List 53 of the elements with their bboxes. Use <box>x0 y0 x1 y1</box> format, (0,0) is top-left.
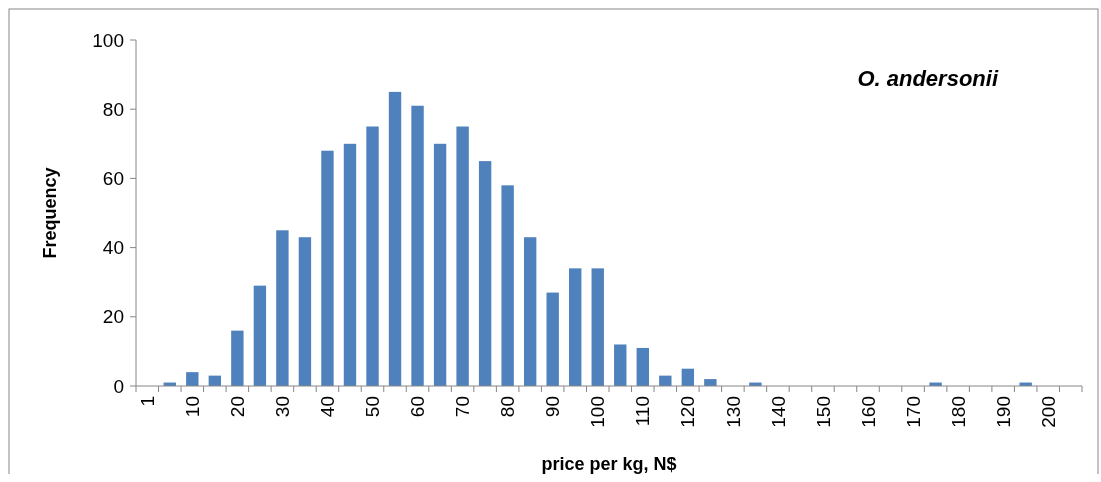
y-tick-label: 40 <box>102 237 124 259</box>
x-tick-label: 170 <box>902 396 924 428</box>
x-tick-label: 70 <box>452 396 474 418</box>
bar <box>433 143 447 386</box>
x-tick-label: 130 <box>722 396 744 428</box>
y-tick-label: 20 <box>102 306 124 328</box>
x-tick-label: 200 <box>1037 396 1059 428</box>
bar <box>231 330 244 386</box>
x-tick-label: 50 <box>362 396 384 418</box>
x-tick-label: 100 <box>587 396 609 428</box>
bar <box>411 105 424 386</box>
x-axis-title: price per kg, N$ <box>541 454 677 474</box>
bar <box>478 161 492 386</box>
bar <box>456 126 469 386</box>
x-tick-label: 10 <box>181 396 203 418</box>
x-tick-label: 1 <box>136 396 158 407</box>
x-tick-label: 150 <box>812 396 834 428</box>
bar <box>591 268 604 386</box>
x-tick-label: 120 <box>677 396 699 428</box>
bar <box>343 143 357 386</box>
bar <box>614 344 627 386</box>
bar <box>681 368 695 386</box>
bar <box>321 150 334 386</box>
bar <box>704 379 717 386</box>
bar <box>546 292 559 386</box>
y-tick-label: 100 <box>92 29 124 51</box>
x-tick-label: 60 <box>407 396 429 418</box>
bar <box>523 237 537 386</box>
bar <box>636 347 649 386</box>
bar <box>501 185 514 386</box>
x-tick-label: 180 <box>947 396 969 428</box>
bar <box>298 237 312 386</box>
bar <box>366 126 379 386</box>
x-tick-label: 140 <box>767 396 789 428</box>
y-tick-label: 60 <box>102 168 124 190</box>
x-tick-label: 90 <box>542 396 564 418</box>
x-tick-label: 40 <box>317 396 339 418</box>
y-tick-label: 0 <box>113 375 124 397</box>
x-tick-label: 160 <box>857 396 879 428</box>
annotation: O. andersonii <box>857 66 999 91</box>
y-tick-label: 80 <box>102 98 124 120</box>
bar <box>276 230 289 386</box>
x-tick-label: 110 <box>632 396 654 427</box>
bar <box>253 285 267 386</box>
bar <box>659 375 672 386</box>
x-tick-label: 80 <box>497 396 519 418</box>
x-tick-label: 190 <box>992 396 1014 428</box>
bar <box>388 91 402 386</box>
x-tick-label: 30 <box>272 396 294 418</box>
bar <box>186 372 199 386</box>
x-tick-label: 20 <box>227 396 249 418</box>
y-axis-title: Frequency <box>40 167 60 259</box>
bar <box>569 268 582 386</box>
